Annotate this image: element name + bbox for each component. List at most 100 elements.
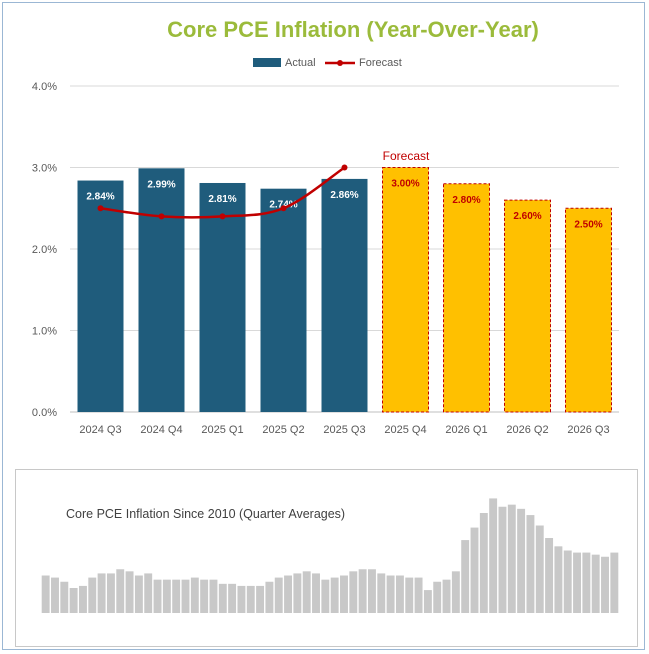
actual-bar — [199, 182, 246, 412]
history-bar — [97, 573, 106, 613]
history-bar — [451, 571, 460, 613]
history-bar — [554, 546, 563, 613]
history-bar — [610, 552, 619, 613]
legend-forecast-label: Forecast — [359, 57, 402, 69]
forecast-bar — [382, 167, 429, 413]
forecast-point — [219, 213, 226, 220]
history-bar — [479, 513, 488, 613]
history-bar — [517, 508, 526, 613]
forecast-annotation: Forecast — [383, 149, 430, 163]
y-tick-label: 3.0% — [32, 163, 57, 175]
actual-bar-label: 2.84% — [86, 192, 114, 203]
history-bar — [489, 498, 498, 613]
forecast-point — [341, 164, 348, 171]
x-tick-label: 2025 Q4 — [384, 424, 426, 436]
history-bar — [134, 575, 143, 613]
history-bar — [181, 579, 190, 613]
history-chart: Core PCE Inflation Since 2010 (Quarter A… — [41, 498, 619, 613]
actual-bar — [321, 178, 368, 412]
history-bar — [573, 552, 582, 613]
history-bar — [601, 556, 609, 613]
history-bar — [69, 588, 78, 613]
forecast-bar-label: 2.80% — [452, 195, 480, 206]
history-bar — [349, 571, 358, 613]
history-bar — [200, 579, 209, 613]
forecast-point — [280, 205, 287, 212]
x-tick-label: 2025 Q3 — [323, 424, 365, 436]
history-bar — [41, 575, 50, 613]
history-chart-panel: Core PCE Inflation Since 2010 (Quarter A… — [15, 469, 638, 647]
legend-forecast-marker — [337, 60, 343, 66]
history-bar — [162, 579, 171, 613]
y-tick-label: 4.0% — [32, 81, 57, 93]
history-bar — [414, 577, 423, 613]
history-bar — [284, 575, 293, 613]
history-bar — [106, 573, 115, 613]
history-bar — [302, 571, 311, 613]
y-tick-label: 0.0% — [32, 407, 57, 419]
actual-bar-label: 2.86% — [330, 190, 358, 201]
history-bar — [526, 515, 535, 613]
history-bar — [498, 506, 507, 613]
history-bar — [78, 585, 87, 613]
y-tick-label: 2.0% — [32, 244, 57, 256]
history-bar — [433, 581, 442, 613]
history-bar — [395, 575, 404, 613]
history-bar — [358, 569, 367, 613]
history-chart-title: Core PCE Inflation Since 2010 (Quarter A… — [66, 507, 345, 521]
history-bar — [172, 579, 181, 613]
x-tick-label: 2026 Q3 — [567, 424, 609, 436]
history-bar — [591, 554, 600, 613]
x-tick-label: 2024 Q3 — [79, 424, 121, 436]
history-bar — [386, 575, 395, 613]
x-tick-label: 2025 Q1 — [201, 424, 243, 436]
history-bar — [461, 540, 470, 613]
legend-actual-label: Actual — [285, 57, 316, 69]
actual-bar-label: 2.81% — [208, 194, 236, 205]
history-bar — [367, 569, 376, 613]
history-bar — [60, 581, 69, 613]
history-bar — [442, 579, 451, 613]
x-tick-label: 2024 Q4 — [140, 424, 182, 436]
forecast-point — [97, 205, 104, 212]
history-bar — [218, 583, 227, 613]
actual-bar — [138, 168, 185, 412]
history-bar — [293, 573, 302, 613]
history-bar — [340, 575, 348, 613]
forecast-bar-label: 2.60% — [513, 211, 541, 222]
history-bar — [470, 527, 479, 613]
history-bar — [330, 577, 339, 613]
history-bar — [563, 550, 572, 613]
history-bar — [507, 504, 516, 613]
history-bar — [321, 579, 330, 613]
history-bar — [88, 577, 97, 613]
forecast-bar — [565, 207, 612, 413]
legend-actual-swatch — [253, 58, 281, 67]
forecast-bar — [504, 199, 551, 413]
history-bar — [116, 569, 125, 613]
history-bar — [312, 573, 320, 613]
history-bar — [405, 577, 414, 613]
y-tick-label: 1.0% — [32, 326, 57, 338]
legend: Actual Forecast — [253, 57, 402, 69]
actual-bar — [77, 180, 124, 412]
actual-bar — [260, 188, 307, 412]
history-bar — [190, 577, 199, 613]
history-bar — [582, 552, 591, 613]
forecast-bar — [443, 183, 490, 413]
history-bar — [125, 571, 134, 613]
chart-title: Core PCE Inflation (Year-Over-Year) — [167, 17, 539, 42]
history-bar — [153, 579, 162, 613]
history-bar — [228, 583, 237, 613]
history-bar — [51, 577, 59, 613]
history-bar — [535, 525, 544, 613]
history-bar — [209, 579, 218, 613]
history-bar — [377, 573, 386, 613]
x-tick-label: 2026 Q1 — [445, 424, 487, 436]
history-bar — [423, 590, 432, 613]
forecast-bar-label: 3.00% — [391, 179, 419, 190]
actual-bar-label: 2.99% — [147, 179, 175, 190]
forecast-point — [158, 213, 165, 220]
x-tick-label: 2026 Q2 — [506, 424, 548, 436]
